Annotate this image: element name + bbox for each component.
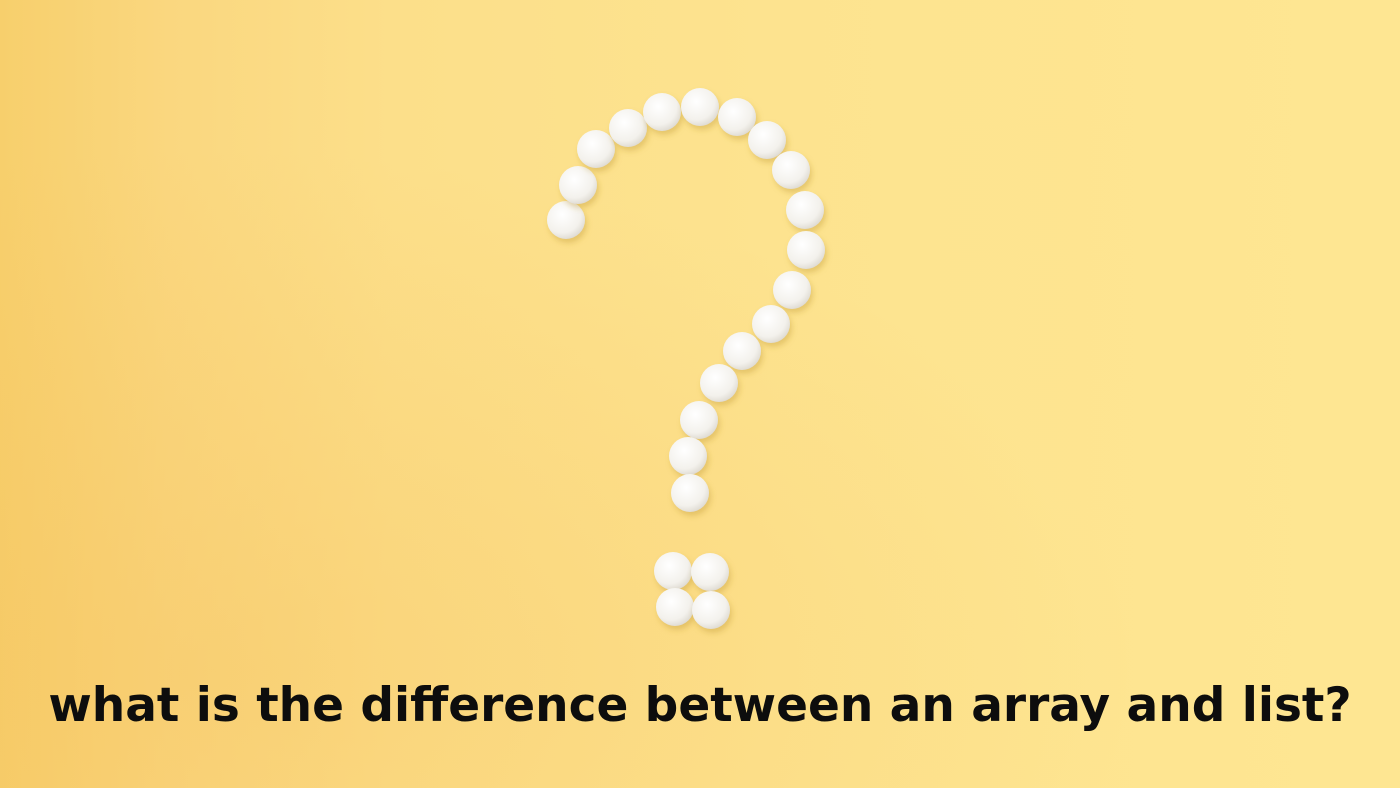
pill — [748, 121, 786, 159]
pill — [691, 553, 729, 591]
pill — [559, 166, 597, 204]
pill — [609, 109, 647, 147]
pill — [786, 191, 824, 229]
page-title: what is the difference between an array … — [48, 678, 1352, 733]
pill — [718, 98, 756, 136]
pill — [577, 130, 615, 168]
pill — [656, 588, 694, 626]
pill — [700, 364, 738, 402]
pill — [669, 437, 707, 475]
pill — [723, 332, 761, 370]
pill — [752, 305, 790, 343]
pill — [772, 151, 810, 189]
pill — [681, 88, 719, 126]
pill — [773, 271, 811, 309]
pill — [787, 231, 825, 269]
pill — [671, 474, 709, 512]
pill — [680, 401, 718, 439]
pill — [643, 93, 681, 131]
pill — [654, 552, 692, 590]
pill-group — [547, 88, 825, 629]
pill — [692, 591, 730, 629]
pill — [547, 201, 585, 239]
